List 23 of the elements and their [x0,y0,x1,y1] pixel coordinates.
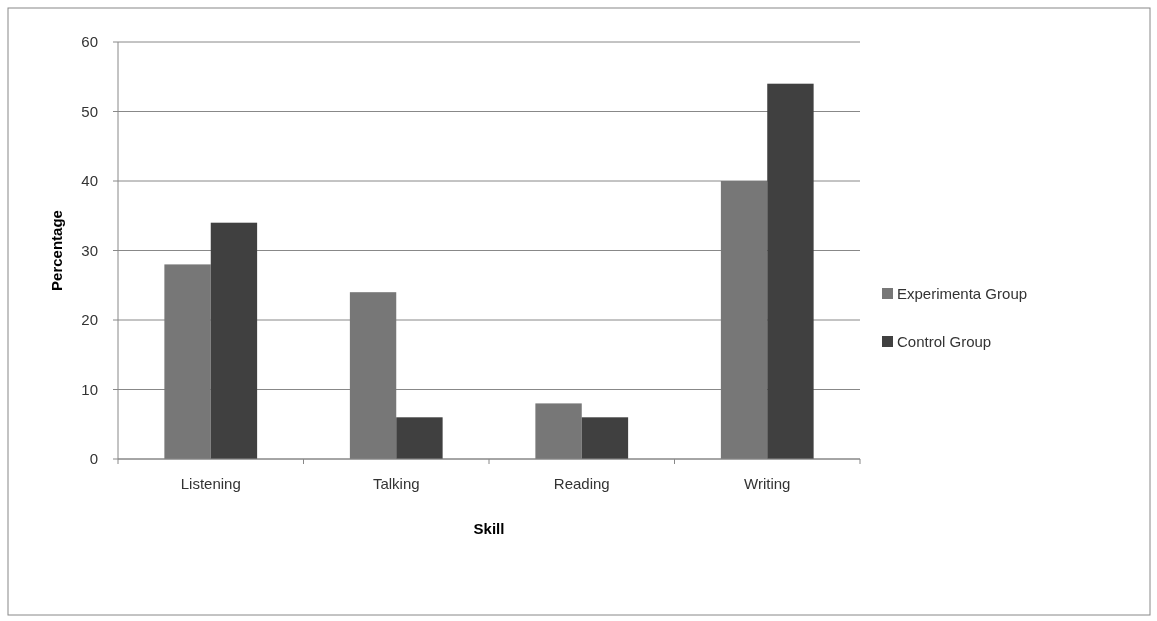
bar [535,403,582,459]
y-tick-label: 20 [81,311,98,329]
bar [164,264,211,459]
x-tick-label: Reading [553,475,610,492]
x-tick-label: Writing [744,475,791,492]
bar [210,222,258,459]
y-tick-label: 30 [81,241,98,259]
y-tick-label: 0 [89,450,98,468]
bar [767,83,814,459]
x-axis-title: Skill [473,520,505,537]
y-tick-label: 40 [81,172,98,190]
bar [396,417,443,459]
x-tick-label: Talking [372,475,420,492]
bar [349,292,397,459]
y-tick-label: 10 [81,380,98,398]
bar [581,417,629,459]
legend-label: Experimenta Group [897,285,1028,303]
bar [720,181,768,459]
legend-label: Control Group [897,333,992,351]
x-tick-label: Listening [180,475,241,492]
y-axis-title: Percentage [48,210,65,291]
y-tick-label: 60 [81,33,98,51]
y-tick-label: 50 [81,102,98,120]
